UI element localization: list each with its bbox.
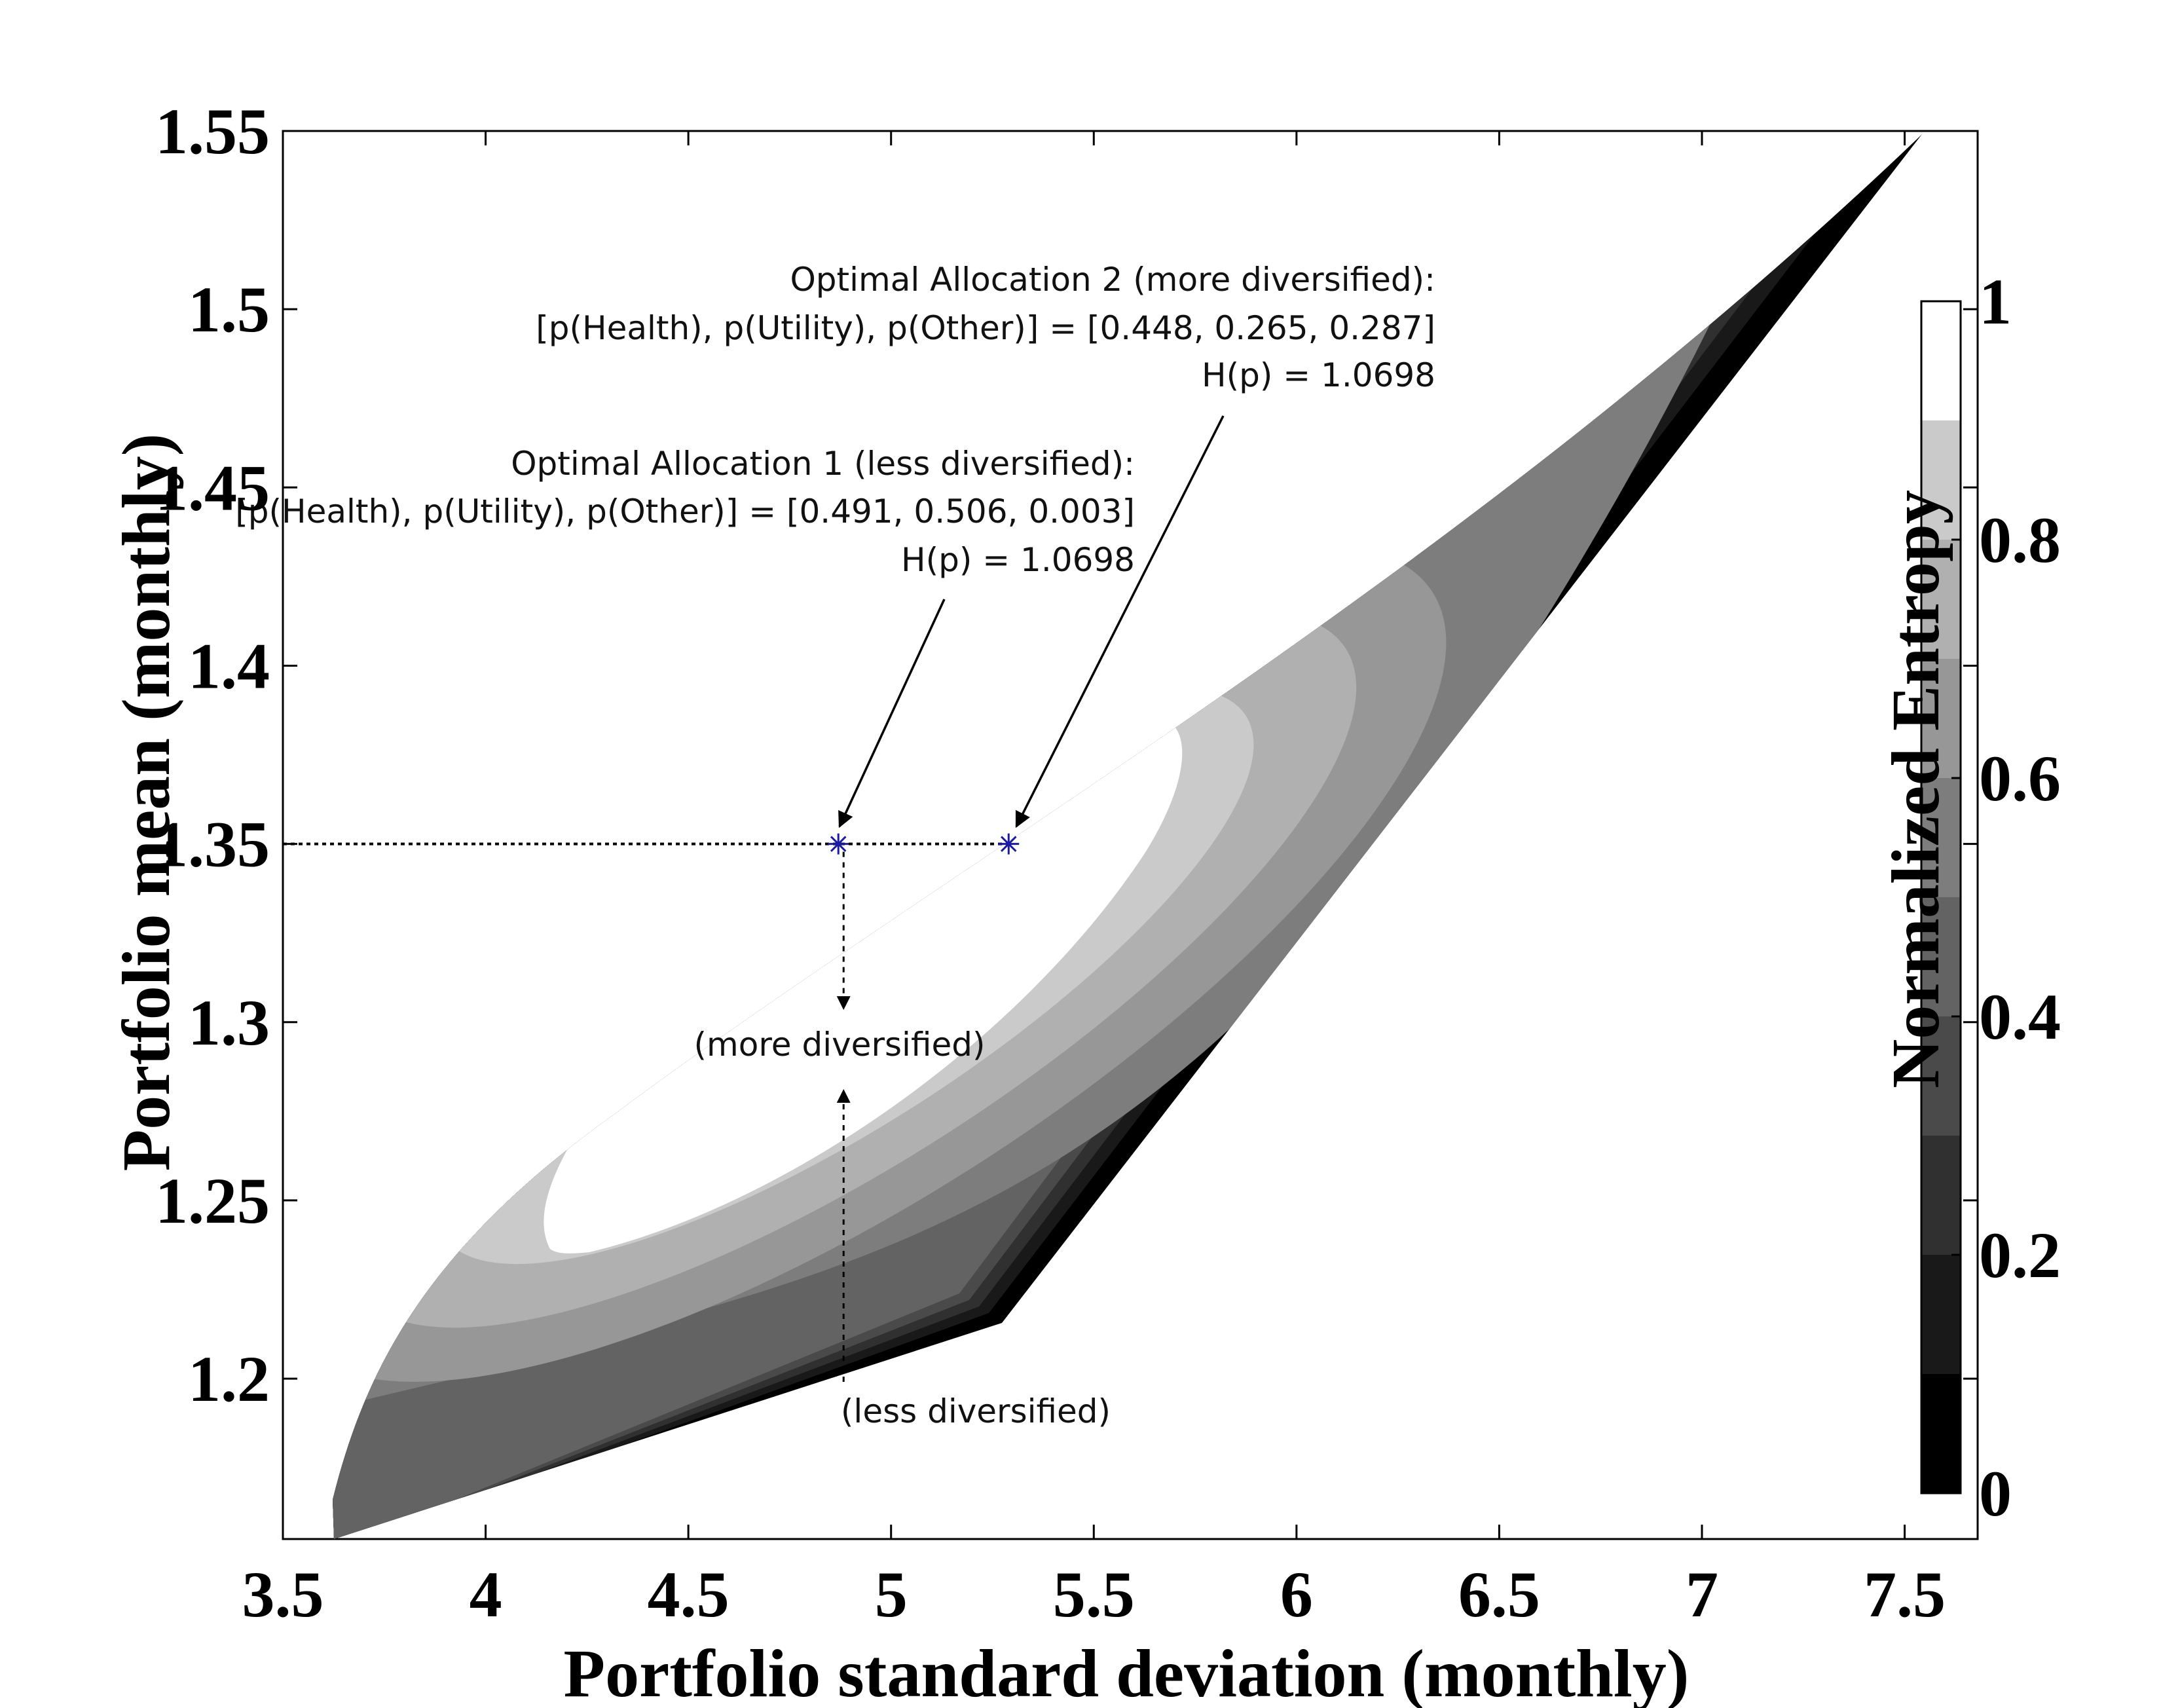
x-tick-label: 3.5 bbox=[242, 1558, 324, 1631]
annotation-alloc2: Optimal Allocation 2 (more diversified):… bbox=[536, 261, 1435, 394]
alloc1-pointer-arrow bbox=[838, 599, 946, 828]
y-axis-title: Portfolio mean (monthly) bbox=[109, 434, 184, 1171]
alloc2-title: Optimal Allocation 2 (more diversified): bbox=[790, 261, 1435, 299]
alloc1-weights: [p(Health), p(Utility), p(Other)] = [0.4… bbox=[235, 492, 1135, 530]
colorbar bbox=[1920, 300, 1962, 1494]
colorbar-title: Normalized Entropy bbox=[1878, 490, 1953, 1088]
alloc1-entropy: H(p) = 1.0698 bbox=[901, 541, 1135, 579]
colorbar-band-4 bbox=[1921, 897, 1961, 1016]
alloc2-weights: [p(Health), p(Utility), p(Other)] = [0.4… bbox=[536, 309, 1435, 347]
x-tick-label: 7.5 bbox=[1864, 1558, 1946, 1631]
optimal-allocation-point-1 bbox=[828, 833, 849, 855]
alloc1-title: Optimal Allocation 1 (less diversified): bbox=[511, 445, 1135, 483]
colorbar-tick-label: 1 bbox=[1979, 265, 2012, 338]
optimal-allocation-points bbox=[828, 833, 1020, 855]
colorbar-tick-label: 0.4 bbox=[1979, 980, 2061, 1053]
colorbar-band-9 bbox=[1921, 301, 1961, 420]
colorbar-ticks: 0 0.2 0.4 0.6 0.8 1 bbox=[1951, 265, 2061, 1530]
y-tick-label: 1.2 bbox=[188, 1343, 270, 1415]
colorbar-band-3 bbox=[1921, 1016, 1961, 1136]
colorbar-band-6 bbox=[1921, 659, 1961, 778]
x-tick-label: 6 bbox=[1280, 1558, 1313, 1631]
colorbar-band-5 bbox=[1921, 778, 1961, 897]
x-tick-label: 4.5 bbox=[648, 1558, 730, 1631]
colorbar-tick-label: 0.8 bbox=[1979, 504, 2061, 576]
y-tick-label: 1.5 bbox=[188, 273, 270, 346]
colorbar-band-8 bbox=[1921, 420, 1961, 540]
y-tick-label: 1.35 bbox=[155, 808, 270, 881]
alloc2-entropy: H(p) = 1.0698 bbox=[1202, 356, 1435, 394]
colorbar-band-1 bbox=[1921, 1255, 1961, 1374]
contour-band-level-9 bbox=[544, 716, 1183, 1253]
reference-lines bbox=[283, 842, 1009, 1382]
colorbar-band-2 bbox=[1921, 1136, 1961, 1255]
colorbar-tick-label: 0.2 bbox=[1979, 1219, 2061, 1291]
y-tick-label: 1.3 bbox=[188, 986, 270, 1059]
more-diversified-label: (more diversified) bbox=[694, 1026, 986, 1064]
colorbar-band-7 bbox=[1921, 540, 1961, 659]
colorbar-tick-label: 0.6 bbox=[1979, 742, 2061, 815]
y-tick-label: 1.45 bbox=[155, 451, 270, 524]
annotation-alloc1: Optimal Allocation 1 (less diversified):… bbox=[235, 445, 1135, 579]
x-tick-label: 7 bbox=[1686, 1558, 1718, 1631]
x-tick-label: 5.5 bbox=[1053, 1558, 1135, 1631]
alloc2-pointer-arrow bbox=[1015, 415, 1225, 828]
optimal-allocation-point-2 bbox=[998, 833, 1020, 855]
x-tick-label: 5 bbox=[875, 1558, 908, 1631]
colorbar-tick-label: 0 bbox=[1979, 1457, 2012, 1530]
colorbar-band-0 bbox=[1921, 1374, 1961, 1493]
colorbar-frame bbox=[1920, 300, 1962, 1494]
y-tick-label: 1.4 bbox=[188, 629, 270, 702]
x-tick-label: 6.5 bbox=[1458, 1558, 1540, 1631]
x-tick-label: 4 bbox=[470, 1558, 502, 1631]
y-axis-ticks: 1.2 1.25 1.3 1.35 1.4 1.45 1.5 1.55 bbox=[155, 95, 1978, 1415]
y-tick-label: 1.55 bbox=[155, 95, 270, 168]
y-tick-label: 1.25 bbox=[155, 1164, 270, 1237]
x-axis-ticks: 3.5 4 4.5 5 5.5 6 6.5 7 7.5 bbox=[242, 131, 1946, 1631]
x-axis-title: Portfolio standard deviation (monthly) bbox=[564, 1636, 1690, 1708]
less-diversified-label: (less diversified) bbox=[841, 1392, 1111, 1430]
